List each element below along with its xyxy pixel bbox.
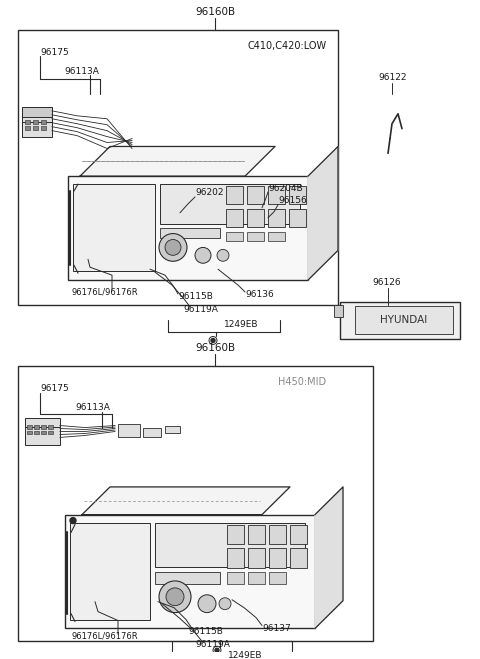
Bar: [22, 119, 52, 136]
Text: 96176L/96176R: 96176L/96176R: [72, 632, 139, 641]
Bar: [248, 548, 265, 568]
Bar: [155, 523, 305, 567]
Bar: [22, 114, 52, 122]
Circle shape: [159, 233, 187, 261]
Bar: [33, 126, 38, 130]
Bar: [334, 305, 343, 317]
Bar: [248, 525, 265, 544]
Bar: [41, 120, 46, 124]
Bar: [248, 572, 265, 584]
Bar: [65, 515, 315, 629]
Bar: [290, 548, 307, 568]
Text: 96175: 96175: [40, 48, 69, 57]
Bar: [118, 424, 140, 438]
Bar: [227, 548, 244, 568]
Text: 96175: 96175: [40, 384, 69, 393]
Bar: [25, 418, 60, 426]
Circle shape: [166, 588, 184, 606]
Bar: [268, 209, 285, 227]
Circle shape: [165, 239, 181, 255]
Bar: [27, 424, 32, 428]
Bar: [41, 126, 46, 130]
Bar: [226, 231, 243, 241]
Polygon shape: [80, 146, 275, 176]
Circle shape: [159, 581, 191, 613]
Text: 96115B: 96115B: [188, 627, 223, 636]
Bar: [247, 209, 264, 227]
Text: 96160B: 96160B: [195, 343, 235, 353]
Circle shape: [195, 247, 211, 263]
Bar: [68, 176, 308, 280]
Circle shape: [70, 517, 76, 523]
Bar: [143, 428, 161, 438]
Bar: [247, 231, 264, 241]
Text: C410,C420:LOW: C410,C420:LOW: [248, 40, 327, 51]
Bar: [289, 209, 306, 227]
Bar: [27, 430, 32, 434]
Bar: [269, 525, 286, 544]
Bar: [155, 572, 220, 584]
Text: 96204B: 96204B: [268, 184, 302, 192]
Bar: [269, 572, 286, 584]
Text: 96136: 96136: [245, 291, 274, 299]
Bar: [226, 186, 243, 204]
Bar: [25, 126, 30, 130]
Polygon shape: [315, 487, 343, 629]
Bar: [48, 424, 53, 428]
Text: H450:MID: H450:MID: [278, 377, 326, 387]
Bar: [160, 184, 300, 223]
Text: 1249EB: 1249EB: [228, 650, 263, 659]
Bar: [25, 120, 30, 124]
Text: 96160B: 96160B: [195, 7, 235, 17]
Text: 1249EB: 1249EB: [224, 320, 259, 329]
Bar: [34, 424, 39, 428]
Bar: [289, 186, 306, 204]
Bar: [226, 209, 243, 227]
Polygon shape: [82, 487, 290, 515]
Bar: [41, 430, 46, 434]
Text: 96202: 96202: [195, 188, 224, 198]
Bar: [18, 30, 338, 305]
Text: 96113A: 96113A: [75, 403, 110, 413]
Circle shape: [217, 249, 229, 261]
Bar: [22, 107, 52, 117]
Bar: [73, 184, 155, 271]
Bar: [18, 366, 373, 641]
Circle shape: [215, 648, 219, 652]
Circle shape: [198, 595, 216, 613]
Bar: [34, 430, 39, 434]
Bar: [48, 430, 53, 434]
Text: 96126: 96126: [372, 277, 401, 287]
Text: 96113A: 96113A: [64, 67, 99, 76]
Text: 96137: 96137: [262, 624, 291, 633]
Circle shape: [219, 598, 231, 610]
Text: 96176L/96176R: 96176L/96176R: [72, 287, 139, 297]
Bar: [340, 302, 460, 339]
Text: 96119A: 96119A: [183, 305, 218, 314]
Text: 96156: 96156: [278, 196, 307, 206]
Text: 96119A: 96119A: [195, 640, 230, 648]
Bar: [269, 548, 286, 568]
Bar: [227, 525, 244, 544]
Bar: [41, 424, 46, 428]
Bar: [355, 306, 453, 333]
Bar: [268, 186, 285, 204]
Bar: [247, 186, 264, 204]
Bar: [33, 120, 38, 124]
Polygon shape: [308, 146, 338, 280]
Bar: [165, 426, 180, 434]
Text: 96115B: 96115B: [178, 293, 213, 301]
Bar: [160, 227, 220, 237]
Bar: [290, 525, 307, 544]
Bar: [227, 572, 244, 584]
Bar: [70, 523, 150, 619]
Text: HYUNDAI: HYUNDAI: [380, 314, 428, 325]
Bar: [25, 424, 60, 445]
Circle shape: [211, 339, 215, 343]
Text: 96122: 96122: [378, 72, 407, 82]
Bar: [268, 231, 285, 241]
